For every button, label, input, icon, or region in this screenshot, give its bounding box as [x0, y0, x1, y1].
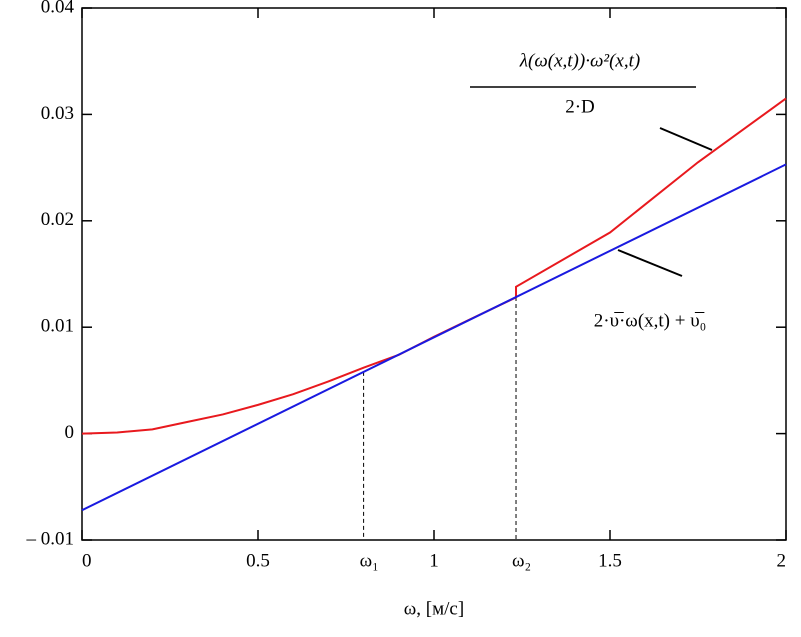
- x-tick-label: 0: [82, 550, 92, 571]
- annotation: 2·υ̅·ω(x,t) + υ̅₀: [594, 310, 707, 331]
- marker-label: ω₁: [360, 550, 379, 571]
- x-tick-label: 1: [429, 550, 439, 571]
- y-tick-label: 0.04: [41, 0, 75, 17]
- marker-label: ω₂: [512, 550, 531, 571]
- x-axis-label: ω, [м/с]: [404, 598, 464, 619]
- y-tick-label: 0.02: [41, 209, 74, 230]
- x-tick-label: 2: [777, 550, 787, 571]
- y-tick-label: – 0.01: [26, 528, 75, 549]
- y-tick-label: 0.01: [41, 316, 74, 337]
- y-tick-label: 0.03: [41, 103, 74, 124]
- plot-frame: [81, 7, 787, 541]
- annotation: 2·D: [565, 96, 595, 117]
- series-line: [81, 163, 787, 512]
- annotation: λ(ω(x,t))·ω²(x,t): [519, 50, 640, 71]
- x-tick-label: 1.5: [598, 550, 622, 571]
- y-tick-label: 0: [65, 422, 75, 443]
- pointer: [617, 249, 683, 277]
- series-line: [81, 97, 787, 435]
- x-tick-label: 0.5: [246, 550, 270, 571]
- pointer: [659, 127, 713, 151]
